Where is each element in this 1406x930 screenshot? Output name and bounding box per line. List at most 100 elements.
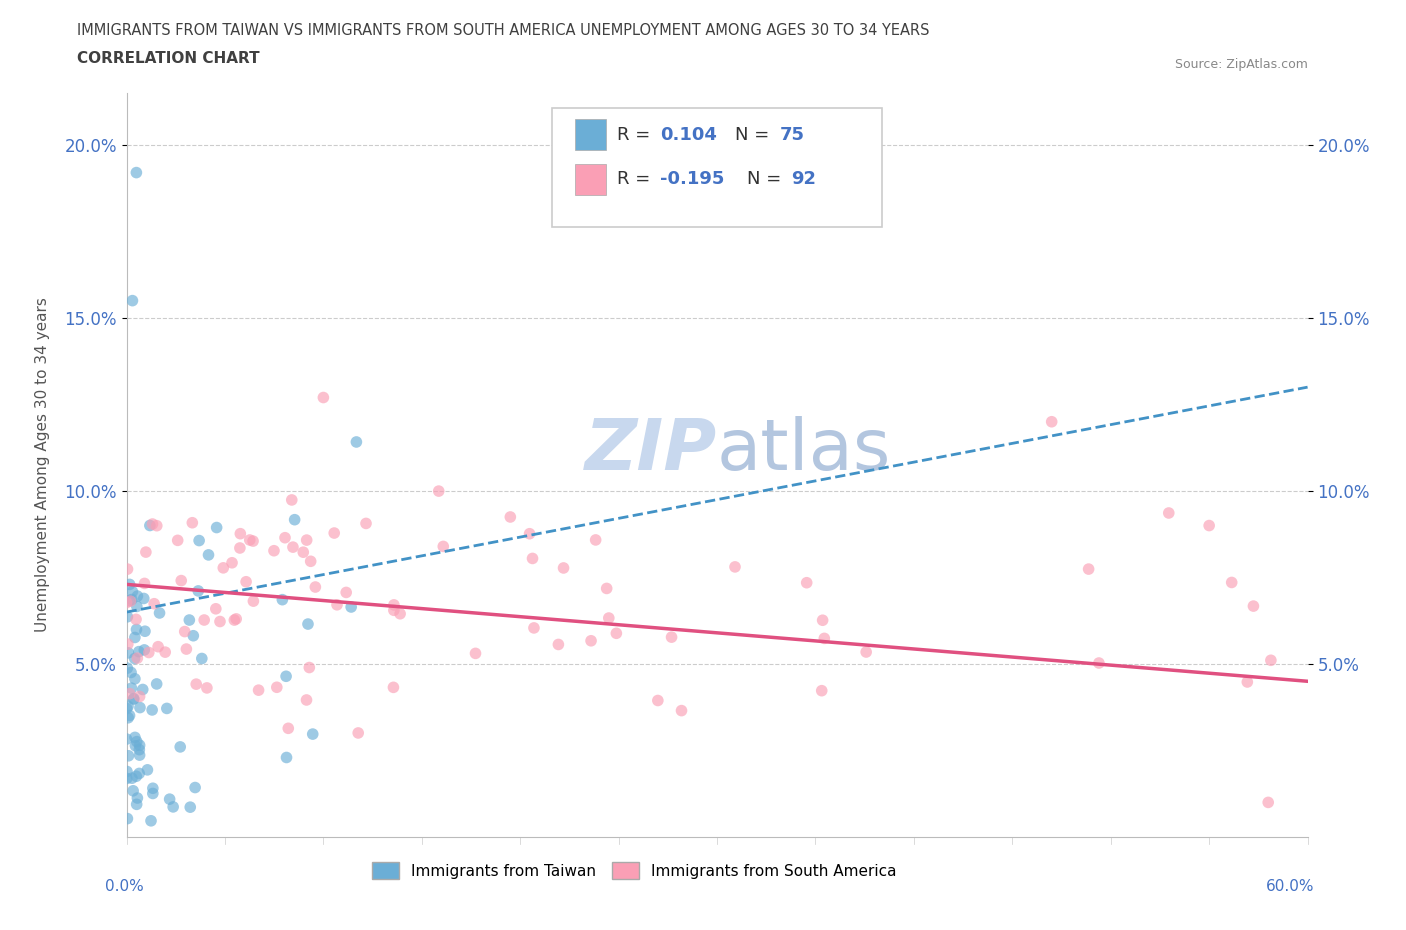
- Point: [1260, 653, 1282, 668]
- Text: CORRELATION CHART: CORRELATION CHART: [77, 51, 260, 66]
- Point: [141, 516, 163, 531]
- Point: [143, 596, 166, 611]
- Point: [117, 645, 139, 660]
- Point: [139, 518, 162, 533]
- Point: [139, 814, 162, 829]
- Point: [195, 681, 218, 696]
- Text: -0.195: -0.195: [661, 170, 724, 188]
- Point: [146, 639, 169, 654]
- Point: [128, 689, 150, 704]
- Point: [281, 539, 304, 554]
- Point: [464, 646, 486, 661]
- Point: [120, 593, 142, 608]
- FancyBboxPatch shape: [575, 119, 606, 151]
- Point: [519, 526, 541, 541]
- Point: [128, 737, 150, 752]
- Point: [284, 512, 307, 527]
- Point: [193, 613, 215, 628]
- Point: [1220, 575, 1243, 590]
- Point: [125, 166, 148, 180]
- Point: [121, 592, 143, 607]
- Point: [127, 589, 149, 604]
- Text: 0.0%: 0.0%: [105, 879, 145, 894]
- Point: [281, 493, 304, 508]
- Point: [141, 702, 163, 717]
- Point: [122, 783, 145, 798]
- Point: [127, 651, 149, 666]
- Point: [184, 780, 207, 795]
- Point: [118, 577, 141, 591]
- Point: [292, 545, 315, 560]
- Point: [304, 579, 326, 594]
- Point: [579, 633, 602, 648]
- Point: [128, 748, 150, 763]
- Point: [135, 545, 157, 560]
- Text: N =: N =: [735, 126, 775, 143]
- Point: [553, 561, 575, 576]
- Point: [585, 533, 607, 548]
- Point: [671, 703, 693, 718]
- Point: [297, 617, 319, 631]
- Point: [224, 613, 246, 628]
- Point: [389, 606, 412, 621]
- Point: [125, 734, 148, 749]
- Point: [335, 585, 357, 600]
- Point: [181, 629, 204, 644]
- Point: [125, 599, 148, 614]
- Point: [121, 771, 143, 786]
- Point: [134, 576, 156, 591]
- Point: [1040, 414, 1063, 429]
- Point: [295, 693, 318, 708]
- Point: [179, 613, 201, 628]
- Point: [186, 677, 208, 692]
- Point: [115, 732, 138, 747]
- Point: [225, 611, 247, 626]
- Point: [242, 534, 264, 549]
- Point: [354, 516, 377, 531]
- Point: [271, 592, 294, 607]
- Point: [118, 708, 141, 723]
- Point: [547, 637, 569, 652]
- Point: [212, 561, 235, 576]
- Point: [122, 691, 145, 706]
- Point: [595, 581, 617, 596]
- Point: [1198, 518, 1220, 533]
- Point: [1241, 599, 1264, 614]
- Point: [136, 763, 159, 777]
- Point: [205, 602, 228, 617]
- Point: [115, 701, 138, 716]
- Point: [142, 781, 165, 796]
- Point: [121, 584, 143, 599]
- Point: [208, 614, 231, 629]
- Point: [125, 612, 148, 627]
- Point: [128, 766, 150, 781]
- Point: [122, 692, 145, 707]
- Point: [125, 769, 148, 784]
- Point: [120, 665, 142, 680]
- Point: [499, 510, 522, 525]
- Point: [134, 643, 156, 658]
- Point: [129, 700, 152, 715]
- Point: [235, 575, 257, 590]
- Point: [188, 533, 211, 548]
- Point: [181, 515, 204, 530]
- Point: [173, 624, 195, 639]
- Point: [647, 693, 669, 708]
- Point: [169, 739, 191, 754]
- Point: [117, 637, 139, 652]
- Point: [146, 518, 169, 533]
- Point: [118, 593, 141, 608]
- Point: [724, 560, 747, 575]
- Point: [179, 800, 201, 815]
- Point: [125, 797, 148, 812]
- Point: [121, 293, 143, 308]
- Point: [301, 726, 323, 741]
- Point: [242, 593, 264, 608]
- Point: [156, 701, 179, 716]
- Point: [229, 526, 252, 541]
- FancyBboxPatch shape: [551, 108, 883, 227]
- Point: [299, 554, 322, 569]
- Point: [811, 613, 834, 628]
- Point: [221, 555, 243, 570]
- Point: [117, 562, 139, 577]
